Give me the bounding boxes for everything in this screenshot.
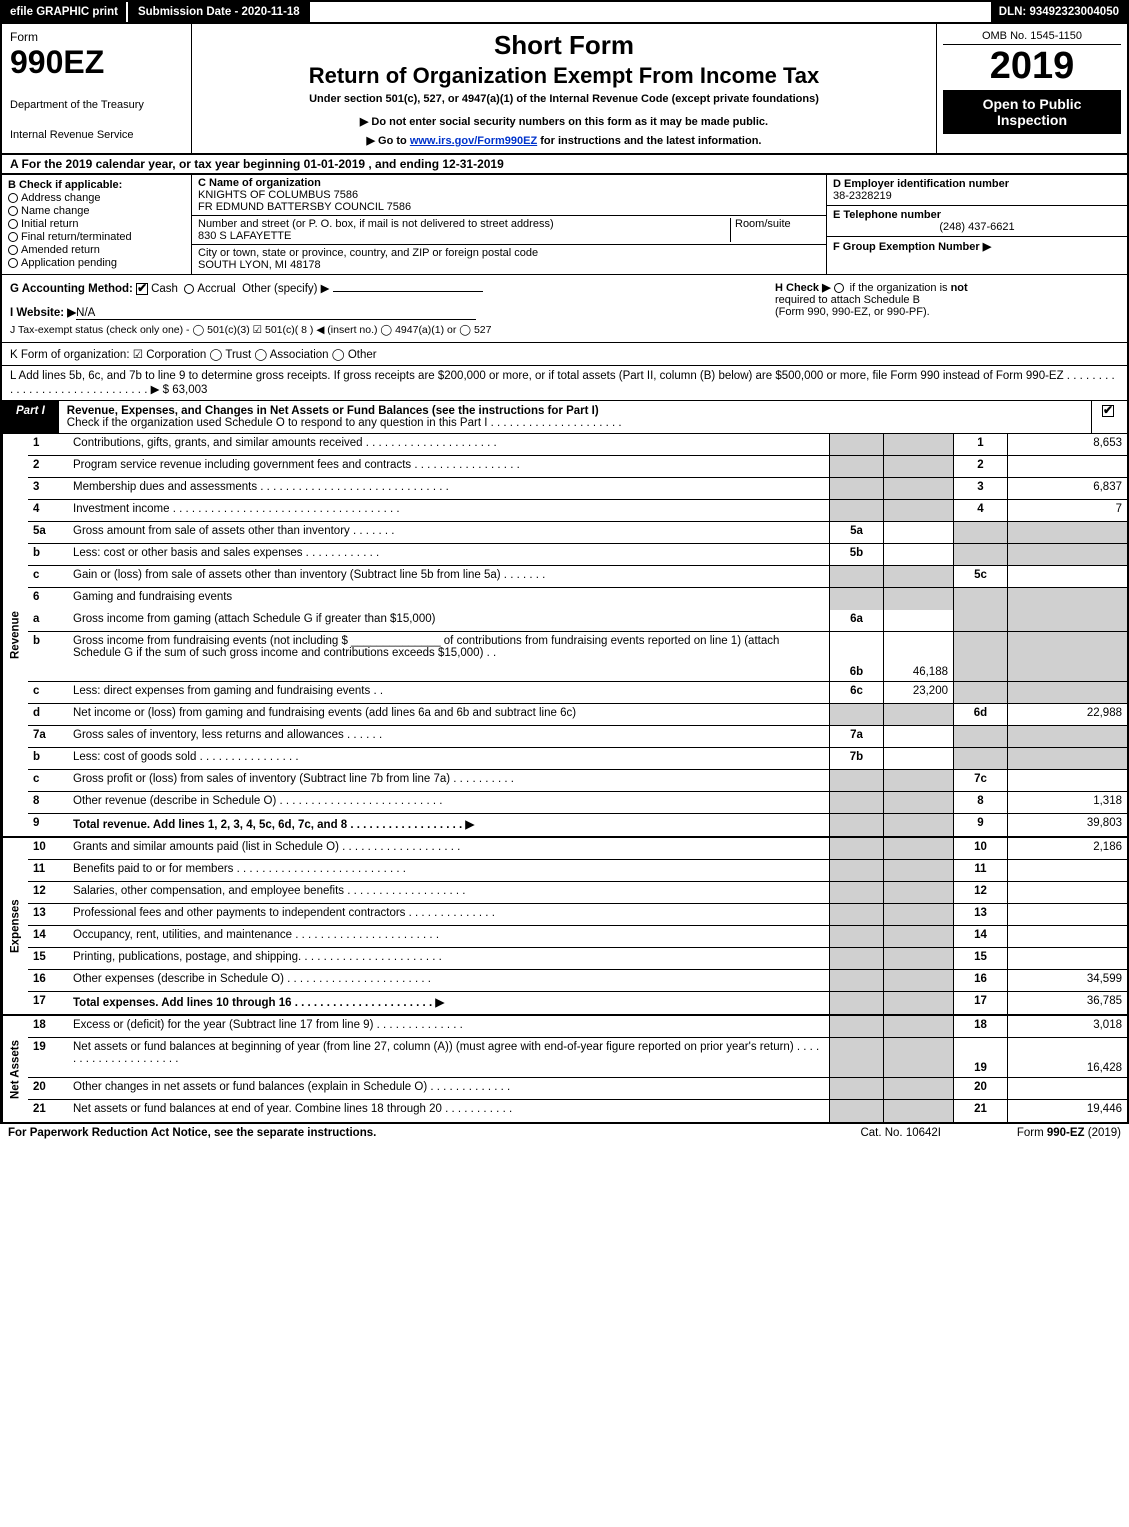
section-c: C Name of organization KNIGHTS OF COLUMB… — [192, 175, 827, 274]
dept-irs: Internal Revenue Service — [10, 129, 183, 141]
spacer — [310, 2, 991, 22]
circle-icon — [8, 245, 18, 255]
h-pre: H Check ▶ — [775, 282, 831, 294]
h-not: not — [951, 282, 968, 294]
h-text2: if the organization is — [850, 282, 951, 294]
dln: DLN: 93492323004050 — [991, 2, 1127, 22]
section-def: D Employer identification number 38-2328… — [827, 175, 1127, 274]
irs-link[interactable]: www.irs.gov/Form990EZ — [410, 135, 537, 147]
row-a-period: A For the 2019 calendar year, or tax yea… — [0, 155, 1129, 175]
submission-date: Submission Date - 2020-11-18 — [126, 2, 310, 22]
side-revenue: Revenue — [2, 434, 28, 836]
goto-pre: ▶ Go to — [367, 135, 410, 147]
part1-check: Check if the organization used Schedule … — [67, 417, 622, 429]
b-application-pending[interactable]: Application pending — [8, 257, 185, 269]
side-expenses: Expenses — [2, 838, 28, 1014]
c-address-block: Number and street (or P. O. box, if mail… — [192, 216, 826, 245]
circle-icon — [8, 193, 18, 203]
b-initial-return[interactable]: Initial return — [8, 218, 185, 230]
b-final-return[interactable]: Final return/terminated — [8, 231, 185, 243]
goto-note: ▶ Go to www.irs.gov/Form990EZ for instru… — [204, 134, 924, 147]
short-form-title: Short Form — [204, 30, 924, 61]
org-name-2: FR EDMUND BATTERSBY COUNCIL 7586 — [198, 201, 411, 213]
page-footer: For Paperwork Reduction Act Notice, see … — [0, 1124, 1129, 1142]
part1-checkbox[interactable] — [1102, 405, 1114, 417]
netassets-group: Net Assets 18Excess or (deficit) for the… — [2, 1014, 1127, 1122]
c-label: C Name of organization — [198, 177, 321, 189]
d-ein: 38-2328219 — [833, 190, 892, 202]
part1-title: Revenue, Expenses, and Changes in Net As… — [59, 401, 1091, 433]
h-text4: (Form 990, 990-EZ, or 990-PF). — [775, 306, 930, 318]
side-net-assets: Net Assets — [2, 1016, 28, 1122]
omb-number: OMB No. 1545-1150 — [943, 28, 1121, 45]
l-value: 63,003 — [172, 384, 207, 396]
top-bar: efile GRAPHIC print Submission Date - 20… — [0, 0, 1129, 24]
c-city-block: City or town, state or province, country… — [192, 245, 826, 273]
form-word: Form — [10, 30, 183, 44]
b-amended-return[interactable]: Amended return — [8, 244, 185, 256]
expenses-group: Expenses 10Grants and similar amounts pa… — [2, 836, 1127, 1014]
circle-icon — [8, 232, 18, 242]
h-text3: required to attach Schedule B — [775, 294, 920, 306]
cat-no: Cat. No. 10642I — [860, 1127, 941, 1139]
section-b: B Check if applicable: Address change Na… — [2, 175, 192, 274]
row-i: I Website: ▶N/A — [10, 305, 759, 320]
form-header: Form 990EZ Department of the Treasury In… — [0, 24, 1129, 155]
room-suite: Room/suite — [730, 218, 820, 242]
paperwork-notice: For Paperwork Reduction Act Notice, see … — [8, 1127, 860, 1139]
part1-header: Part I Revenue, Expenses, and Changes in… — [0, 401, 1129, 434]
other-input[interactable] — [333, 291, 483, 292]
part1-table: Revenue 1Contributions, gifts, grants, a… — [0, 434, 1129, 1124]
part1-checkbox-cell — [1091, 401, 1127, 433]
e-phone: (248) 437-6621 — [833, 221, 1121, 233]
header-left: Form 990EZ Department of the Treasury In… — [2, 24, 192, 153]
d-label: D Employer identification number — [833, 178, 1009, 190]
f-group-block: F Group Exemption Number ▶ — [827, 237, 1127, 256]
c-name-block: C Name of organization KNIGHTS OF COLUMB… — [192, 175, 826, 216]
efile-label: efile GRAPHIC print — [2, 2, 126, 22]
city-value: SOUTH LYON, MI 48178 — [198, 259, 321, 271]
row-k: K Form of organization: ☑ Corporation ◯ … — [0, 343, 1129, 366]
circle-icon — [8, 219, 18, 229]
f-label: F Group Exemption Number ▶ — [833, 241, 991, 253]
circle-icon — [8, 258, 18, 268]
part1-label: Part I — [2, 401, 59, 433]
header-right: OMB No. 1545-1150 2019 Open to Public In… — [937, 24, 1127, 153]
revenue-group: Revenue 1Contributions, gifts, grants, a… — [2, 434, 1127, 836]
row-gh: G Accounting Method: Cash Accrual Other … — [0, 275, 1129, 343]
org-name-1: KNIGHTS OF COLUMBUS 7586 — [198, 189, 358, 201]
block-bcdef: B Check if applicable: Address change Na… — [0, 175, 1129, 275]
b-name-change[interactable]: Name change — [8, 205, 185, 217]
header-center: Short Form Return of Organization Exempt… — [192, 24, 937, 153]
row-l: L Add lines 5b, 6c, and 7b to line 9 to … — [0, 366, 1129, 401]
ssn-note: ▶ Do not enter social security numbers o… — [204, 115, 924, 128]
dept-treasury: Department of the Treasury — [10, 99, 183, 111]
addr-value: 830 S LAFAYETTE — [198, 230, 291, 242]
addr-label: Number and street (or P. O. box, if mail… — [198, 218, 554, 230]
d-ein-block: D Employer identification number 38-2328… — [827, 175, 1127, 206]
goto-post: for instructions and the latest informat… — [537, 135, 761, 147]
g-accounting: G Accounting Method: Cash Accrual Other … — [2, 275, 767, 342]
b-address-change[interactable]: Address change — [8, 192, 185, 204]
city-label: City or town, state or province, country… — [198, 247, 538, 259]
g-label: G Accounting Method: — [10, 283, 133, 295]
h-schedule-b: H Check ▶ if the organization is not req… — [767, 275, 1127, 342]
circle-icon[interactable] — [184, 284, 194, 294]
e-phone-block: E Telephone number (248) 437-6621 — [827, 206, 1127, 237]
circle-icon — [8, 206, 18, 216]
under-section: Under section 501(c), 527, or 4947(a)(1)… — [204, 93, 924, 105]
i-label: I Website: ▶ — [10, 307, 76, 319]
row-j: J Tax-exempt status (check only one) - ◯… — [10, 324, 759, 336]
main-title: Return of Organization Exempt From Incom… — [204, 63, 924, 89]
circle-icon[interactable] — [834, 283, 844, 293]
b-head: B Check if applicable: — [8, 179, 185, 191]
tax-year: 2019 — [943, 45, 1121, 88]
e-label: E Telephone number — [833, 209, 941, 221]
form-number: 990EZ — [10, 44, 183, 81]
checkbox-cash[interactable] — [136, 283, 148, 295]
i-website: N/A — [76, 307, 95, 319]
open-inspection: Open to Public Inspection — [943, 90, 1121, 134]
form-foot: Form 990-EZ (2019) — [941, 1127, 1121, 1139]
